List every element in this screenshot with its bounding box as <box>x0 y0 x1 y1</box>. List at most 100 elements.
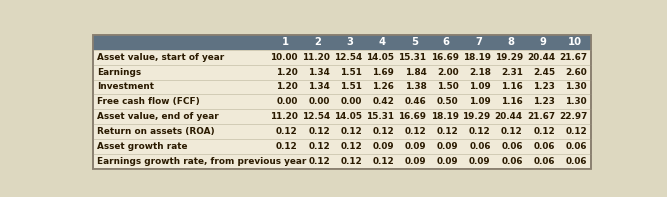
Text: 0.06: 0.06 <box>534 142 555 151</box>
Text: 0.12: 0.12 <box>566 127 587 136</box>
Text: 19.29: 19.29 <box>495 53 523 62</box>
Text: 2.00: 2.00 <box>437 68 459 77</box>
Text: 1.51: 1.51 <box>340 82 362 91</box>
Text: 2.60: 2.60 <box>566 68 587 77</box>
Text: 0.06: 0.06 <box>566 142 587 151</box>
Text: 6: 6 <box>443 37 450 47</box>
Text: 1.34: 1.34 <box>308 68 330 77</box>
Text: 0.00: 0.00 <box>341 97 362 106</box>
Text: 0.46: 0.46 <box>405 97 426 106</box>
Text: 1.23: 1.23 <box>533 82 555 91</box>
Text: 9: 9 <box>540 37 546 47</box>
Text: 1.50: 1.50 <box>437 82 459 91</box>
Text: 1.09: 1.09 <box>469 97 491 106</box>
Text: 10: 10 <box>568 37 582 47</box>
Text: 8: 8 <box>507 37 514 47</box>
Text: 12.54: 12.54 <box>301 112 330 121</box>
Text: 11.20: 11.20 <box>270 112 298 121</box>
Text: 1.20: 1.20 <box>276 68 298 77</box>
Text: 0.50: 0.50 <box>437 97 459 106</box>
Text: 1.26: 1.26 <box>372 82 394 91</box>
Text: 0.12: 0.12 <box>501 127 523 136</box>
Text: Earnings growth rate, from previous year: Earnings growth rate, from previous year <box>97 157 306 166</box>
Text: 0.06: 0.06 <box>534 157 555 166</box>
Text: 0.12: 0.12 <box>405 127 426 136</box>
Text: 0.12: 0.12 <box>308 142 330 151</box>
Text: 14.05: 14.05 <box>366 53 394 62</box>
Text: 12.54: 12.54 <box>334 53 362 62</box>
Text: 0.12: 0.12 <box>373 157 394 166</box>
Text: 4: 4 <box>378 37 386 47</box>
Text: Free cash flow (FCF): Free cash flow (FCF) <box>97 97 199 106</box>
Text: 0.09: 0.09 <box>373 142 394 151</box>
Text: Asset value, start of year: Asset value, start of year <box>97 53 224 62</box>
Text: 0.00: 0.00 <box>309 97 330 106</box>
Text: 1.51: 1.51 <box>340 68 362 77</box>
Text: 15.31: 15.31 <box>398 53 426 62</box>
Text: 1.23: 1.23 <box>533 97 555 106</box>
Text: 1.38: 1.38 <box>405 82 426 91</box>
Text: 0.09: 0.09 <box>437 157 459 166</box>
Text: 0.00: 0.00 <box>277 97 298 106</box>
Text: 0.12: 0.12 <box>533 127 555 136</box>
Text: 3: 3 <box>346 37 354 47</box>
Text: 10.00: 10.00 <box>270 53 298 62</box>
Text: 1: 1 <box>282 37 289 47</box>
Text: 7: 7 <box>475 37 482 47</box>
Text: 21.67: 21.67 <box>527 112 555 121</box>
Text: 16.69: 16.69 <box>398 112 426 121</box>
Text: 0.12: 0.12 <box>340 127 362 136</box>
Text: 1.69: 1.69 <box>372 68 394 77</box>
Text: Investment: Investment <box>97 82 154 91</box>
Text: 0.09: 0.09 <box>469 157 491 166</box>
Text: 0.12: 0.12 <box>340 142 362 151</box>
Text: 0.06: 0.06 <box>469 142 491 151</box>
Text: 0.12: 0.12 <box>469 127 491 136</box>
Text: 0.09: 0.09 <box>405 157 426 166</box>
Text: 2.18: 2.18 <box>469 68 491 77</box>
Text: Asset value, end of year: Asset value, end of year <box>97 112 219 121</box>
Text: 22.97: 22.97 <box>559 112 587 121</box>
Text: 15.31: 15.31 <box>366 112 394 121</box>
Text: 1.16: 1.16 <box>501 82 523 91</box>
Text: 1.30: 1.30 <box>566 82 587 91</box>
Text: 0.12: 0.12 <box>308 157 330 166</box>
Text: 18.19: 18.19 <box>463 53 491 62</box>
Text: 16.69: 16.69 <box>431 53 459 62</box>
Text: 0.06: 0.06 <box>502 142 523 151</box>
Text: 21.67: 21.67 <box>559 53 587 62</box>
Bar <box>93 35 591 168</box>
Text: 5: 5 <box>411 37 418 47</box>
Text: 11.20: 11.20 <box>302 53 330 62</box>
Text: 1.16: 1.16 <box>501 97 523 106</box>
Text: 0.06: 0.06 <box>502 157 523 166</box>
Text: 0.09: 0.09 <box>405 142 426 151</box>
Text: 20.44: 20.44 <box>527 53 555 62</box>
Text: 0.12: 0.12 <box>276 127 298 136</box>
Text: 0.09: 0.09 <box>437 142 459 151</box>
Text: 1.20: 1.20 <box>276 82 298 91</box>
Text: 0.12: 0.12 <box>340 157 362 166</box>
Text: 0.12: 0.12 <box>373 127 394 136</box>
Text: 0.06: 0.06 <box>566 157 587 166</box>
Text: 0.42: 0.42 <box>372 97 394 106</box>
Text: 18.19: 18.19 <box>431 112 459 121</box>
Text: 14.05: 14.05 <box>334 112 362 121</box>
Text: Return on assets (ROA): Return on assets (ROA) <box>97 127 214 136</box>
Text: 0.12: 0.12 <box>276 142 298 151</box>
Bar <box>93 35 591 50</box>
Text: 19.29: 19.29 <box>462 112 491 121</box>
Text: 2.31: 2.31 <box>501 68 523 77</box>
Bar <box>93 35 591 168</box>
Text: Earnings: Earnings <box>97 68 141 77</box>
Text: 20.44: 20.44 <box>495 112 523 121</box>
Text: 0.12: 0.12 <box>308 127 330 136</box>
Text: 1.30: 1.30 <box>566 97 587 106</box>
Text: Asset growth rate: Asset growth rate <box>97 142 187 151</box>
Text: 0.12: 0.12 <box>437 127 459 136</box>
Text: 1.84: 1.84 <box>405 68 426 77</box>
Text: 2.45: 2.45 <box>533 68 555 77</box>
Text: 1.09: 1.09 <box>469 82 491 91</box>
Text: 2: 2 <box>314 37 321 47</box>
Text: 1.34: 1.34 <box>308 82 330 91</box>
